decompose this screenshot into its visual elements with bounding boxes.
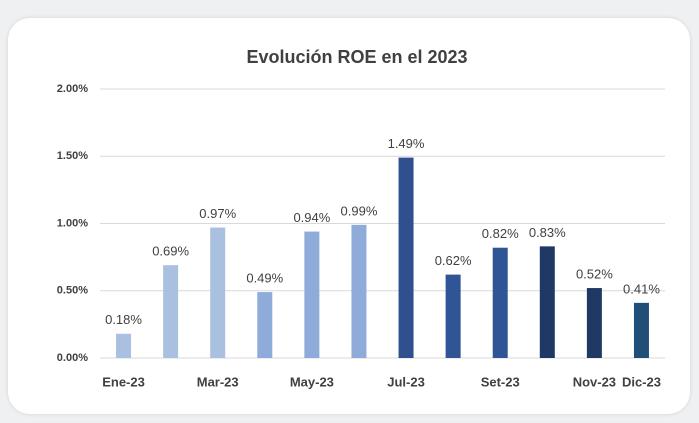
y-tick-label: 0.00%	[57, 352, 88, 364]
bar	[210, 227, 226, 358]
x-tick-label: Dic-23	[622, 374, 661, 389]
data-label: 0.83%	[529, 225, 566, 240]
bar	[445, 274, 461, 358]
bar	[351, 224, 367, 358]
bar	[163, 265, 179, 358]
x-tick-label: Ene-23	[102, 374, 145, 389]
chart-title: Evolución ROE en el 2023	[246, 47, 467, 67]
data-label: 0.97%	[199, 206, 236, 221]
bar	[586, 288, 602, 358]
bar	[257, 292, 273, 358]
y-tick-label: 2.00%	[57, 83, 88, 95]
bar	[116, 333, 132, 358]
x-tick-label: Set-23	[481, 374, 520, 389]
x-tick-label: Jul-23	[387, 374, 425, 389]
bar	[539, 246, 555, 358]
x-tick-label: Nov-23	[573, 374, 616, 389]
data-label: 0.49%	[246, 271, 283, 286]
data-label: 0.69%	[152, 244, 189, 259]
data-label: 0.52%	[576, 266, 613, 281]
y-tick-label: 1.50%	[57, 150, 88, 162]
data-label: 0.18%	[105, 312, 142, 327]
x-tick-label: Mar-23	[197, 374, 239, 389]
x-tick-label: May-23	[290, 374, 334, 389]
y-tick-label: 0.50%	[57, 285, 88, 297]
data-label: 0.82%	[482, 226, 519, 241]
bar	[633, 302, 649, 358]
y-tick-label: 1.00%	[57, 217, 88, 229]
bar	[398, 157, 414, 358]
data-label: 0.99%	[341, 203, 378, 218]
data-label: 0.62%	[435, 253, 472, 268]
data-label: 0.94%	[293, 210, 330, 225]
bar	[304, 231, 320, 358]
bar	[492, 247, 508, 358]
data-label: 0.41%	[623, 281, 660, 296]
data-label: 1.49%	[388, 136, 425, 151]
